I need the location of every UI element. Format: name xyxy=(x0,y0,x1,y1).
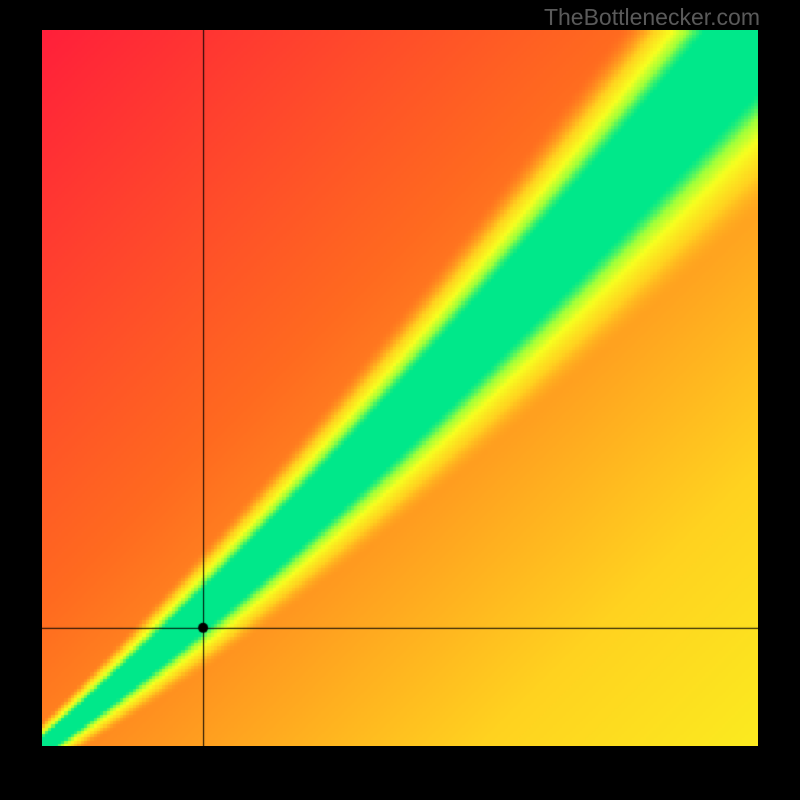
bottleneck-heatmap xyxy=(42,30,758,746)
chart-container: TheBottlenecker.com xyxy=(0,0,800,800)
watermark-text: TheBottlenecker.com xyxy=(544,4,760,31)
